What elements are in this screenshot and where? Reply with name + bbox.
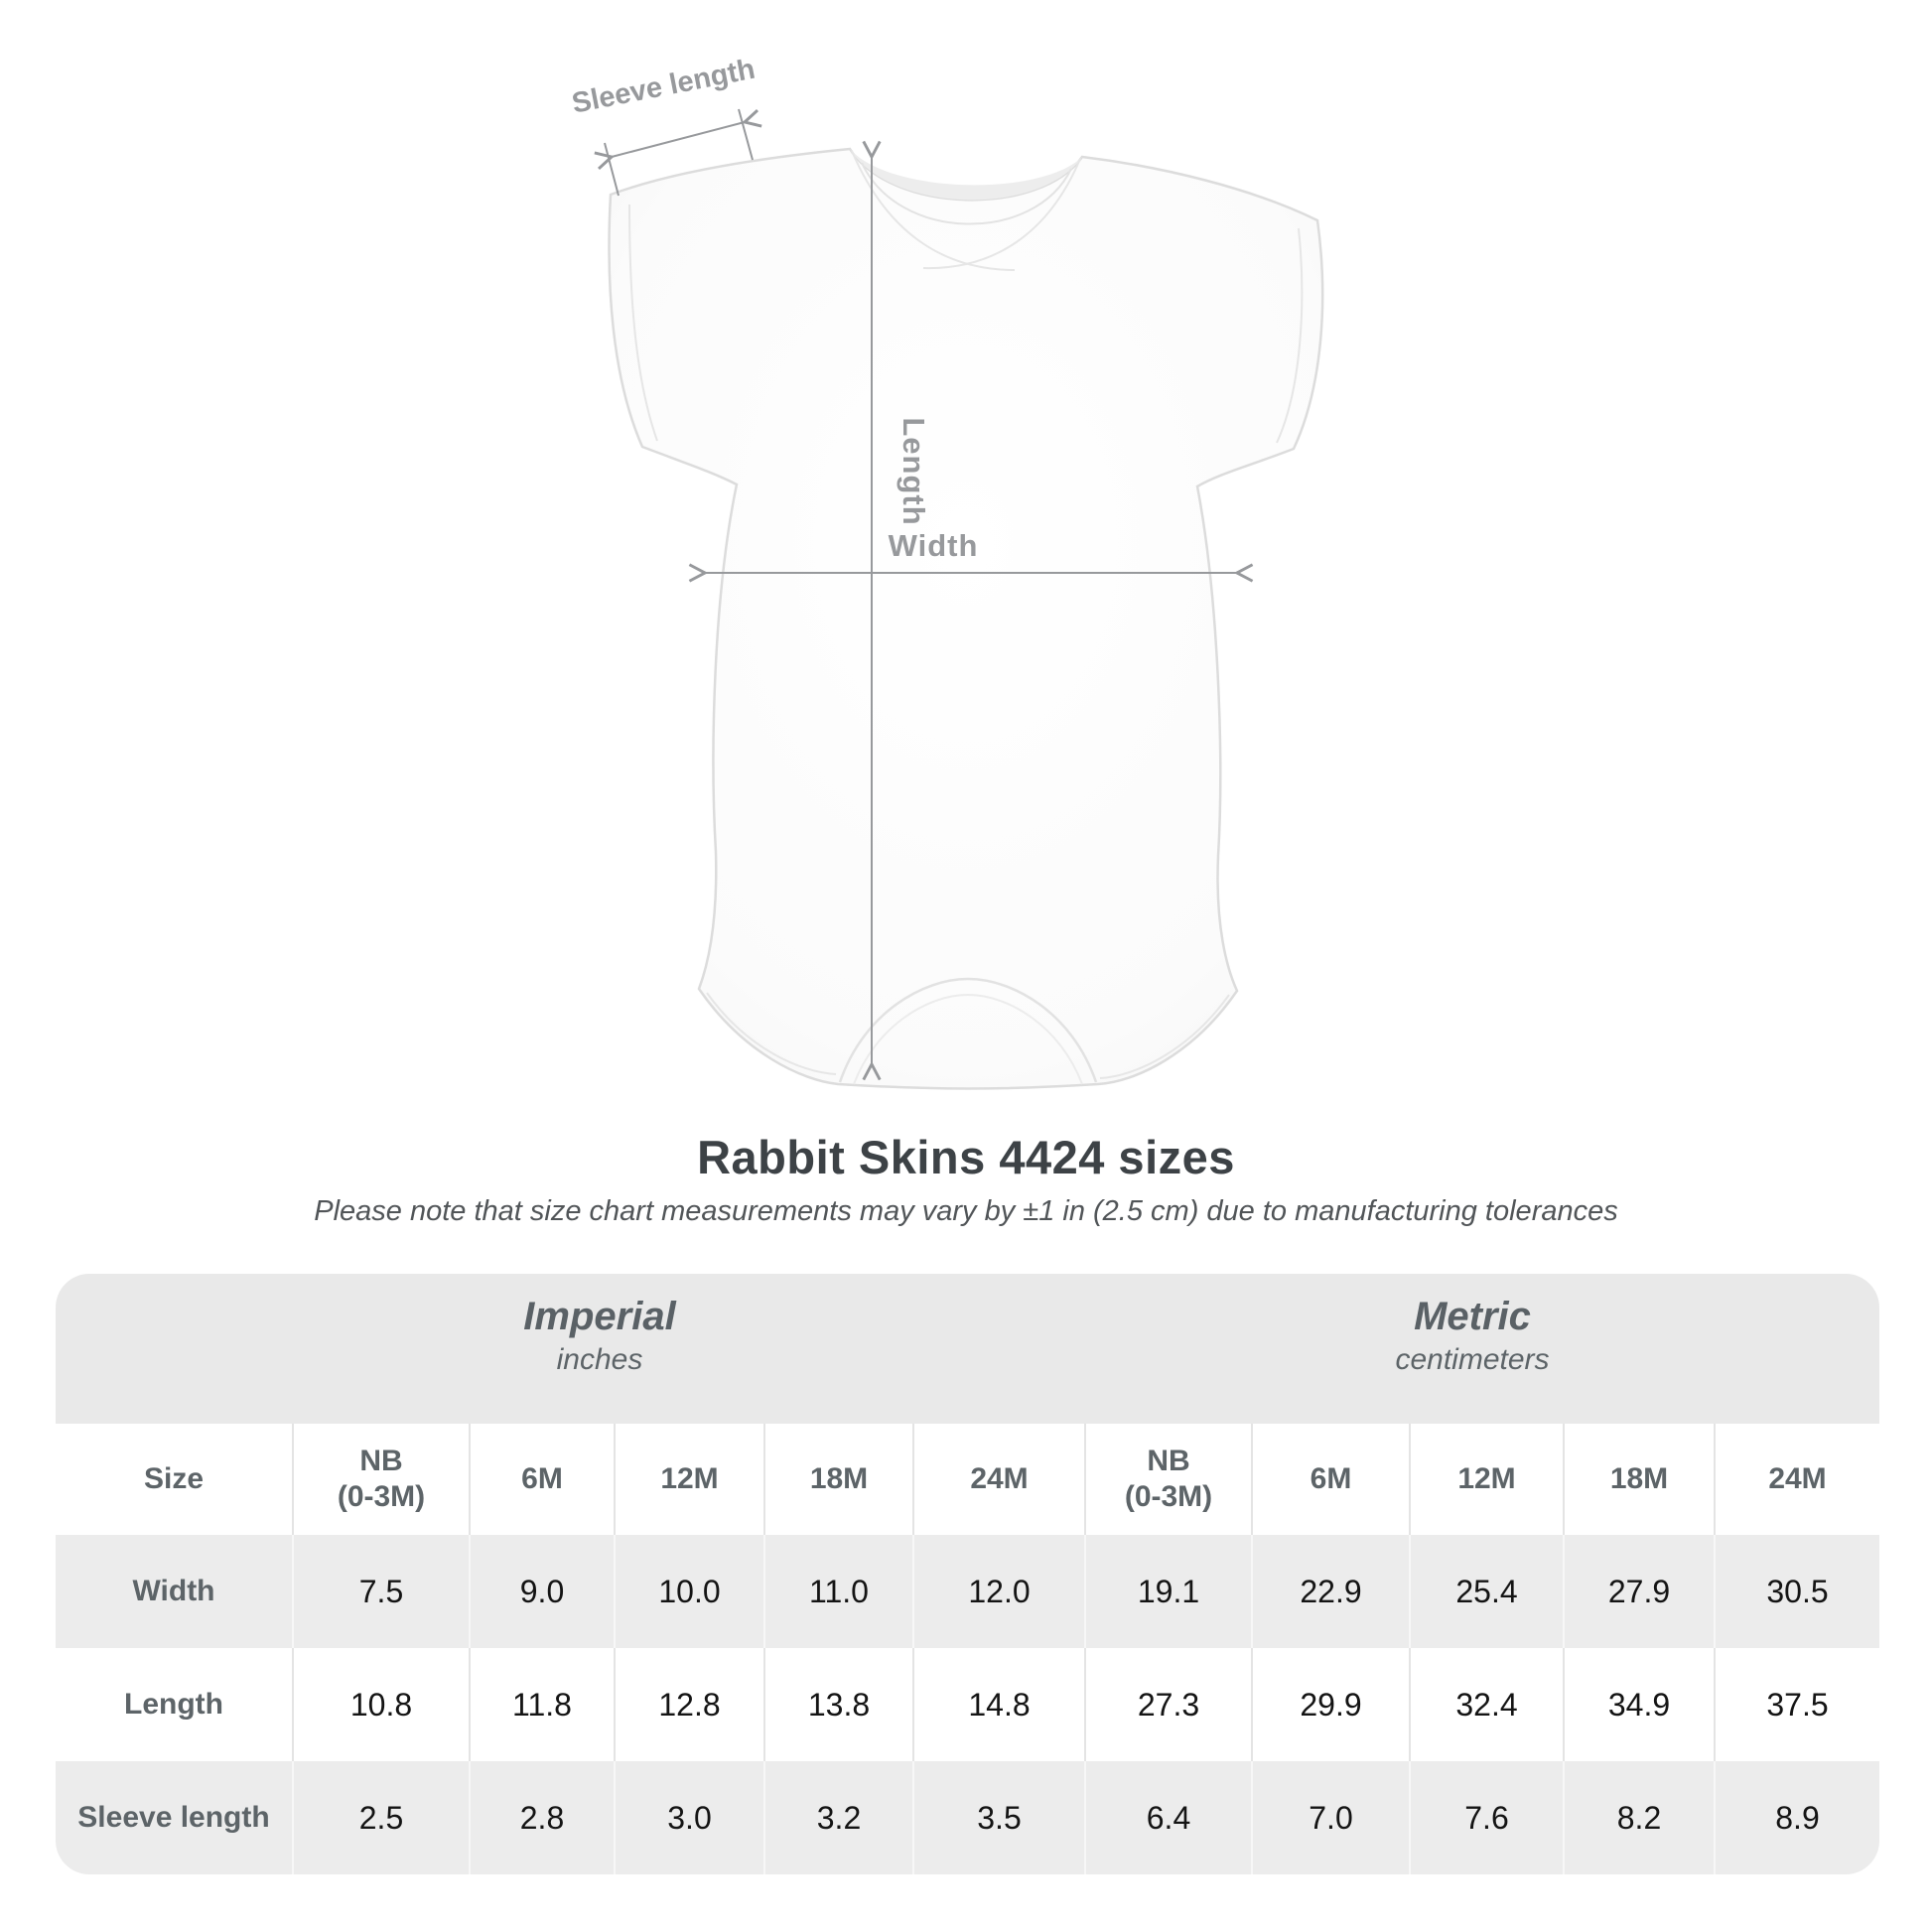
cell-length-metric-6m: 29.9: [1251, 1648, 1409, 1761]
measurement-annotations: [604, 108, 1237, 1064]
unit-group-band: Imperial inches Metric centimeters: [56, 1274, 1879, 1424]
sleeve-tick-right: [738, 108, 754, 161]
header-imperial-18m: 18M: [763, 1424, 912, 1535]
cell-length-metric-nb: 27.3: [1084, 1648, 1251, 1761]
cell-width-imperial-nb: 7.5: [292, 1535, 469, 1648]
cell-width-imperial-24m: 12.0: [912, 1535, 1084, 1648]
header-size: Size: [143, 1462, 205, 1495]
cell-sleeve-metric-18m: 8.2: [1563, 1761, 1714, 1874]
cell-sleeve-metric-6m: 7.0: [1251, 1761, 1409, 1874]
imperial-unit: inches: [556, 1343, 643, 1376]
table-row-sleeve-length: Sleeve length 2.5 2.8 3.0 3.2 3.5 6.4 7.…: [56, 1761, 1879, 1874]
header-metric-nb: NB (0-3M): [1084, 1424, 1251, 1535]
crotch-flap-inner-seam: [853, 993, 1083, 1085]
size-table: Imperial inches Metric centimeters Size …: [56, 1274, 1879, 1874]
cell-length-metric-12m: 32.4: [1409, 1648, 1563, 1761]
cell-width-metric-18m: 27.9: [1563, 1535, 1714, 1648]
header-imperial-6m: 6M: [469, 1424, 614, 1535]
envelope-fold-right: [922, 158, 1081, 270]
cell-sleeve-metric-12m: 7.6: [1409, 1761, 1563, 1874]
row-label-width: Width: [132, 1575, 215, 1607]
row-label-length: Length: [124, 1688, 223, 1721]
header-imperial-24m: 24M: [912, 1424, 1084, 1535]
column-header-row: Size NB (0-3M) 6M 12M 18M 24M NB (0-3M) …: [56, 1424, 1879, 1535]
cell-width-metric-nb: 19.1: [1084, 1535, 1251, 1648]
header-imperial-nb: NB (0-3M): [292, 1424, 469, 1535]
onesie-measurement-diagram: Sleeve length Length Width: [417, 40, 1529, 1132]
onesie-svg: Sleeve length Length Width: [569, 54, 1324, 1090]
table-row-length: Length 10.8 11.8 12.8 13.8 14.8 27.3 29.…: [56, 1648, 1879, 1761]
sleeve-hem-left: [628, 204, 658, 442]
cell-length-imperial-18m: 13.8: [763, 1648, 912, 1761]
header-metric-24m: 24M: [1714, 1424, 1879, 1535]
cell-width-metric-24m: 30.5: [1714, 1535, 1879, 1648]
cell-width-imperial-18m: 11.0: [763, 1535, 912, 1648]
cell-sleeve-imperial-24m: 3.5: [912, 1761, 1084, 1874]
sleeve-hem-right: [1276, 227, 1304, 444]
width-label: Width: [889, 528, 979, 563]
row-label-sleeve-length: Sleeve length: [77, 1801, 270, 1834]
sleeve-length-arrow: [604, 108, 754, 197]
header-metric-6m: 6M: [1251, 1424, 1409, 1535]
cell-width-imperial-12m: 10.0: [614, 1535, 763, 1648]
cell-sleeve-imperial-12m: 3.0: [614, 1761, 763, 1874]
cell-sleeve-metric-nb: 6.4: [1084, 1761, 1251, 1874]
tolerance-note: Please note that size chart measurements…: [314, 1195, 1618, 1227]
cell-length-imperial-nb: 10.8: [292, 1648, 469, 1761]
cell-length-metric-24m: 37.5: [1714, 1648, 1879, 1761]
header-imperial-12m: 12M: [614, 1424, 763, 1535]
cell-length-imperial-6m: 11.8: [469, 1648, 614, 1761]
cell-length-imperial-24m: 14.8: [912, 1648, 1084, 1761]
imperial-title: Imperial: [523, 1295, 676, 1338]
page-title: Rabbit Skins 4424 sizes: [697, 1131, 1235, 1183]
cell-sleeve-imperial-nb: 2.5: [292, 1761, 469, 1874]
cell-width-metric-6m: 22.9: [1251, 1535, 1409, 1648]
cell-sleeve-imperial-6m: 2.8: [469, 1761, 614, 1874]
cell-sleeve-metric-24m: 8.9: [1714, 1761, 1879, 1874]
header-metric-18m: 18M: [1563, 1424, 1714, 1535]
cell-width-metric-12m: 25.4: [1409, 1535, 1563, 1648]
leg-binding-left: [706, 992, 837, 1075]
neckline-back-band: [850, 149, 1082, 201]
metric-title: Metric: [1414, 1295, 1531, 1338]
metric-unit: centimeters: [1395, 1343, 1550, 1376]
leg-binding-right: [1099, 994, 1230, 1079]
imperial-group-header: Imperial inches: [56, 1274, 1144, 1424]
bodysuit-outline: [608, 147, 1324, 1090]
length-label: Length: [897, 417, 931, 525]
cell-width-imperial-6m: 9.0: [469, 1535, 614, 1648]
cell-length-imperial-12m: 12.8: [614, 1648, 763, 1761]
metric-group-header: Metric centimeters: [1065, 1274, 1879, 1424]
bodysuit-graphic: [608, 147, 1324, 1090]
table-row-width: Width 7.5 9.0 10.0 11.0 12.0 19.1 22.9 2…: [56, 1535, 1879, 1648]
cell-sleeve-imperial-18m: 3.2: [763, 1761, 912, 1874]
header-metric-12m: 12M: [1409, 1424, 1563, 1535]
sleeve-length-label: Sleeve length: [569, 54, 758, 120]
sleeve-tick-left: [604, 142, 620, 197]
cell-length-metric-18m: 34.9: [1563, 1648, 1714, 1761]
